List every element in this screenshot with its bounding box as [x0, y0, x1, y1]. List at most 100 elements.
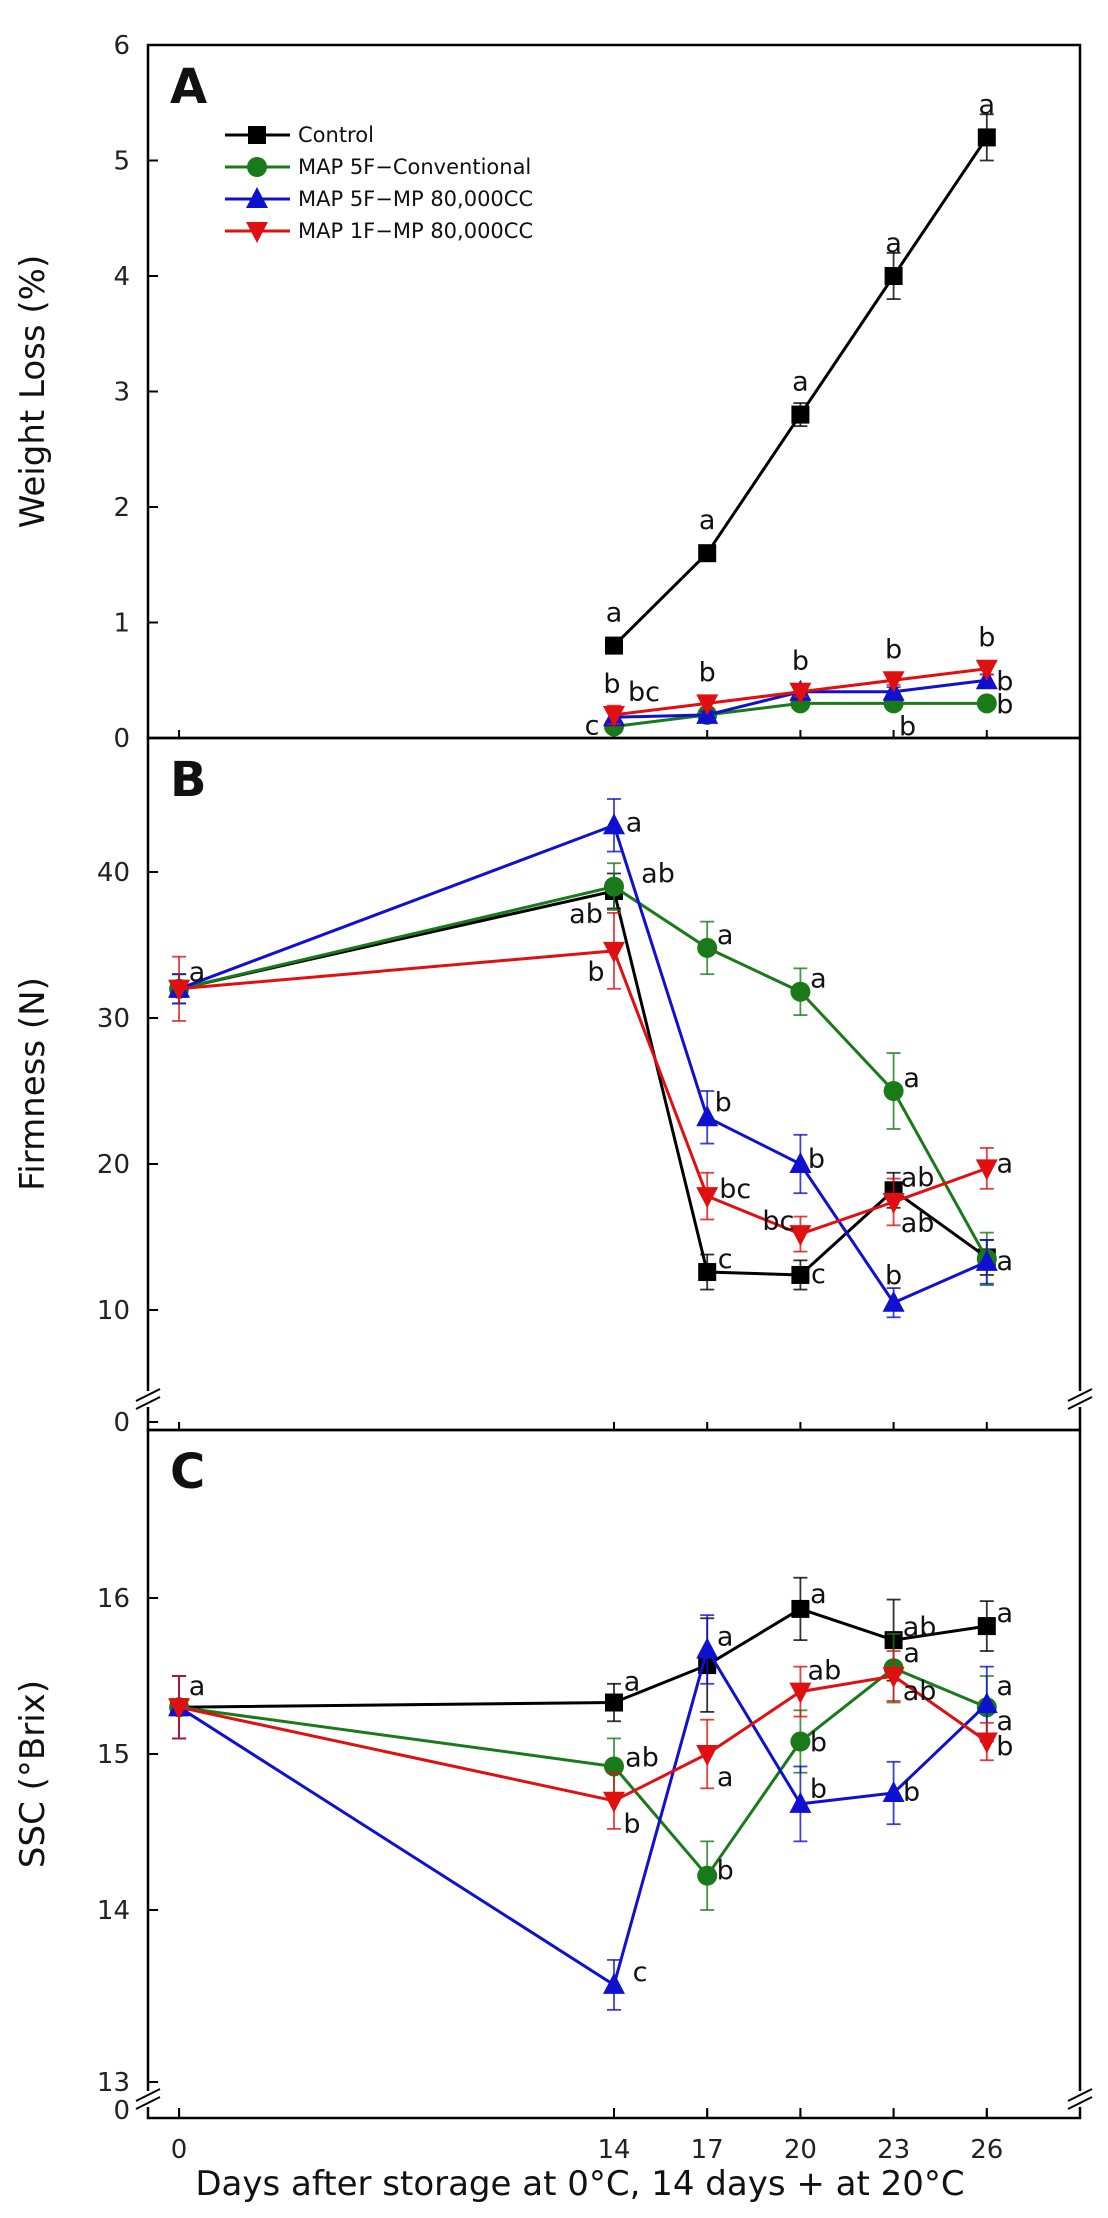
- significance-label: b: [996, 666, 1013, 697]
- data-point: [696, 694, 719, 716]
- data-point: [789, 682, 812, 704]
- data-point: [603, 813, 625, 835]
- x-tick-label: 0: [171, 2135, 188, 2165]
- significance-label: a: [997, 1598, 1014, 1629]
- data-point: [790, 1731, 811, 1752]
- significance-label: ab: [641, 859, 675, 890]
- significance-label: b: [996, 689, 1013, 720]
- x-axis-title: Days after storage at 0°C, 14 days + at …: [195, 2164, 964, 2204]
- data-point: [697, 1865, 718, 1886]
- data-point: [882, 1192, 905, 1214]
- significance-label: a: [717, 1762, 734, 1793]
- data-point: [603, 941, 625, 963]
- axis-break-gap: [1068, 1391, 1092, 1407]
- data-point: [883, 1081, 904, 1101]
- significance-label: b: [699, 657, 716, 688]
- significance-label: b: [623, 1809, 640, 1840]
- panel-letter: A: [170, 59, 207, 115]
- axis-break-gap: [1068, 2091, 1092, 2107]
- y-tick-label: 5: [113, 147, 130, 177]
- y-axis-title: SSC (°Brix): [13, 1680, 53, 1868]
- data-point: [975, 1249, 998, 1271]
- significance-label: b: [792, 646, 809, 677]
- significance-label: a: [810, 1579, 827, 1610]
- significance-label: a: [189, 957, 206, 988]
- significance-label: ab: [625, 1742, 659, 1773]
- data-point: [168, 1698, 191, 1720]
- significance-label: b: [996, 1732, 1013, 1763]
- axis-break-mark: [1067, 1388, 1093, 1402]
- x-tick-label: 26: [970, 2135, 1003, 2165]
- data-point: [696, 1637, 719, 1659]
- axis-break-gap: [136, 2091, 160, 2107]
- data-point: [604, 876, 624, 897]
- axis-break-mark: [1067, 2096, 1093, 2110]
- significance-label: b: [978, 623, 995, 654]
- significance-label: b: [717, 1856, 734, 1887]
- y-tick-label: 20: [97, 1150, 130, 1180]
- legend-item: MAP 1F−MP 80,000CC: [225, 219, 533, 243]
- significance-label: c: [633, 1957, 648, 1988]
- data-point: [246, 187, 268, 208]
- significance-label: b: [885, 1261, 902, 1292]
- significance-label: b: [810, 1728, 827, 1759]
- data-point: [789, 1225, 812, 1247]
- data-point: [882, 1667, 905, 1688]
- significance-label: a: [810, 964, 827, 995]
- significance-label: c: [811, 1259, 826, 1290]
- data-point: [605, 1693, 623, 1712]
- data-point: [791, 1265, 810, 1284]
- series-line: [178, 949, 988, 1236]
- panel-C-series: [168, 1576, 998, 2011]
- x-tick-label: 23: [877, 2135, 910, 2165]
- significance-label: bc: [628, 677, 660, 708]
- significance-label: a: [624, 1667, 641, 1698]
- y-tick-label: 1: [113, 609, 130, 639]
- panel-A-series: [603, 113, 998, 737]
- y-tick-label: 0: [113, 724, 130, 754]
- x-tick-label: 20: [784, 2135, 817, 2165]
- series-line: [178, 889, 988, 1277]
- significance-label: a: [717, 1621, 734, 1652]
- data-point: [603, 1791, 625, 1813]
- data-layer: [168, 113, 998, 2011]
- legend-item: Control: [225, 123, 374, 147]
- data-point: [976, 693, 997, 714]
- significance-label: c: [585, 710, 600, 741]
- significance-label: bc: [762, 1206, 794, 1237]
- significance-label: a: [997, 1706, 1014, 1737]
- legend: Control MAP 5F−Conventional MAP 5F−MP 80,0…: [225, 123, 533, 243]
- data-point: [975, 1692, 998, 1714]
- data-point: [884, 267, 903, 285]
- series-line: [178, 884, 989, 1260]
- data-point: [975, 1732, 998, 1754]
- significance-label: a: [997, 1671, 1014, 1702]
- significance-label: b: [587, 957, 604, 988]
- y-tick-label: 40: [97, 858, 130, 888]
- series-line: [178, 1666, 988, 1879]
- y-tick-label: 30: [97, 1004, 130, 1034]
- significance-label: a: [606, 598, 623, 629]
- data-point: [789, 1152, 812, 1173]
- data-point: [882, 1781, 905, 1802]
- significance-label: b: [808, 1144, 825, 1175]
- y-tick-label: 3: [113, 378, 130, 408]
- significance-label: c: [718, 1244, 733, 1275]
- significance-label: ab: [901, 1208, 935, 1239]
- data-point: [247, 157, 267, 177]
- axis-break-mark: [135, 2088, 161, 2102]
- significance-label: a: [189, 1671, 206, 1702]
- significance-label: b: [715, 1087, 732, 1118]
- legend-item: MAP 5F−Conventional: [225, 155, 531, 179]
- significance-label: ab: [903, 1612, 937, 1643]
- data-point: [791, 405, 810, 424]
- significance-label: b: [899, 711, 916, 742]
- axis-break-mark: [1067, 1396, 1093, 1410]
- axis-break-mark: [135, 1396, 161, 1410]
- significance-label: a: [626, 807, 643, 838]
- panel-B-series: [168, 798, 998, 1319]
- data-point: [975, 1159, 998, 1181]
- data-point: [168, 979, 191, 1001]
- x-tick-label: 14: [597, 2135, 630, 2165]
